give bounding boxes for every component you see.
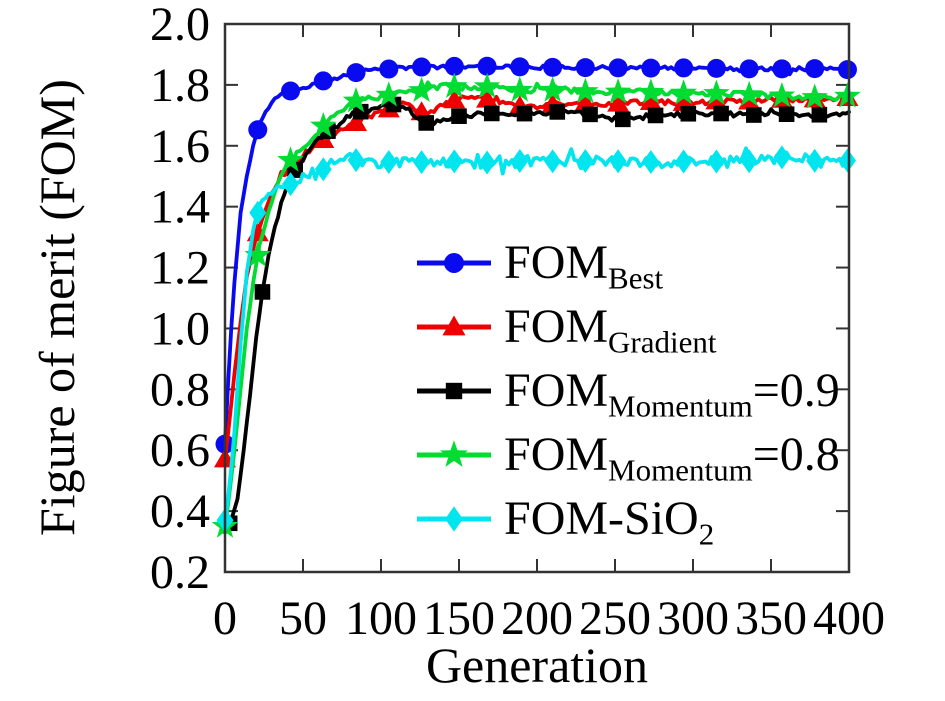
svg-text:1.0: 1.0 — [150, 302, 210, 355]
svg-text:200: 200 — [501, 592, 573, 645]
svg-text:250: 250 — [579, 592, 651, 645]
legend-item-fom-momentum-0-8: FOMMomentum=0.8 — [414, 423, 840, 487]
series-fom-best — [215, 56, 857, 454]
legend-label: FOMMomentum=0.9 — [504, 364, 840, 424]
svg-text:300: 300 — [657, 592, 729, 645]
legend-sample-square-marker-icon — [417, 382, 491, 400]
legend-sample-circle-marker-icon — [417, 253, 491, 273]
svg-text:1.6: 1.6 — [150, 120, 210, 173]
svg-text:0: 0 — [213, 592, 237, 645]
y-tick-labels: 0.2 0.4 0.6 0.8 1.0 1.2 1.4 1.6 1.8 2.0 — [150, 0, 210, 599]
x-axis-title: Generation — [425, 637, 649, 693]
legend-sample-triangle-marker-icon — [417, 315, 491, 336]
y-axis-title: Figure of merit (FOM) — [29, 79, 85, 537]
legend-label: FOMBest — [504, 236, 664, 296]
legend-label: FOMMomentum=0.8 — [504, 428, 840, 488]
legend-item-fom-momentum-0-9: FOMMomentum=0.9 — [414, 359, 840, 423]
legend-label: FOMGradient — [504, 300, 717, 360]
svg-text:1.8: 1.8 — [150, 59, 210, 112]
legend: FOMBest FOMGradient FOMMomentum=0.9 FOMMome… — [414, 231, 840, 551]
svg-text:150: 150 — [423, 592, 495, 645]
legend-sample-diamond-marker-icon — [417, 506, 491, 532]
series-fom-sio2-markers — [216, 145, 856, 533]
svg-text:100: 100 — [345, 592, 417, 645]
svg-text:0.6: 0.6 — [150, 424, 210, 477]
legend-label: FOM-SiO2 — [504, 492, 715, 552]
legend-item-fom-gradient: FOMGradient — [414, 295, 840, 359]
legend-sample-star-marker-icon — [417, 440, 491, 467]
svg-text:400: 400 — [813, 592, 885, 645]
svg-text:0.4: 0.4 — [150, 485, 210, 538]
series-fom-best-markers — [215, 56, 857, 454]
series-fom-momentum-0-8 — [211, 72, 861, 538]
x-tick-labels: 0 50 100 150 200 250 300 350 400 — [213, 592, 885, 645]
legend-item-fom-sio2: FOM-SiO2 — [414, 487, 840, 551]
svg-text:2.0: 2.0 — [150, 0, 210, 51]
svg-text:0.8: 0.8 — [150, 363, 210, 416]
plot-border — [223, 22, 851, 574]
series-fom-sio2 — [216, 145, 856, 533]
legend-item-fom-best: FOMBest — [414, 231, 840, 295]
svg-text:1.4: 1.4 — [150, 181, 210, 234]
svg-text:350: 350 — [735, 592, 807, 645]
svg-text:1.2: 1.2 — [150, 242, 210, 295]
svg-text:0.2: 0.2 — [150, 546, 210, 599]
svg-text:50: 50 — [279, 592, 327, 645]
